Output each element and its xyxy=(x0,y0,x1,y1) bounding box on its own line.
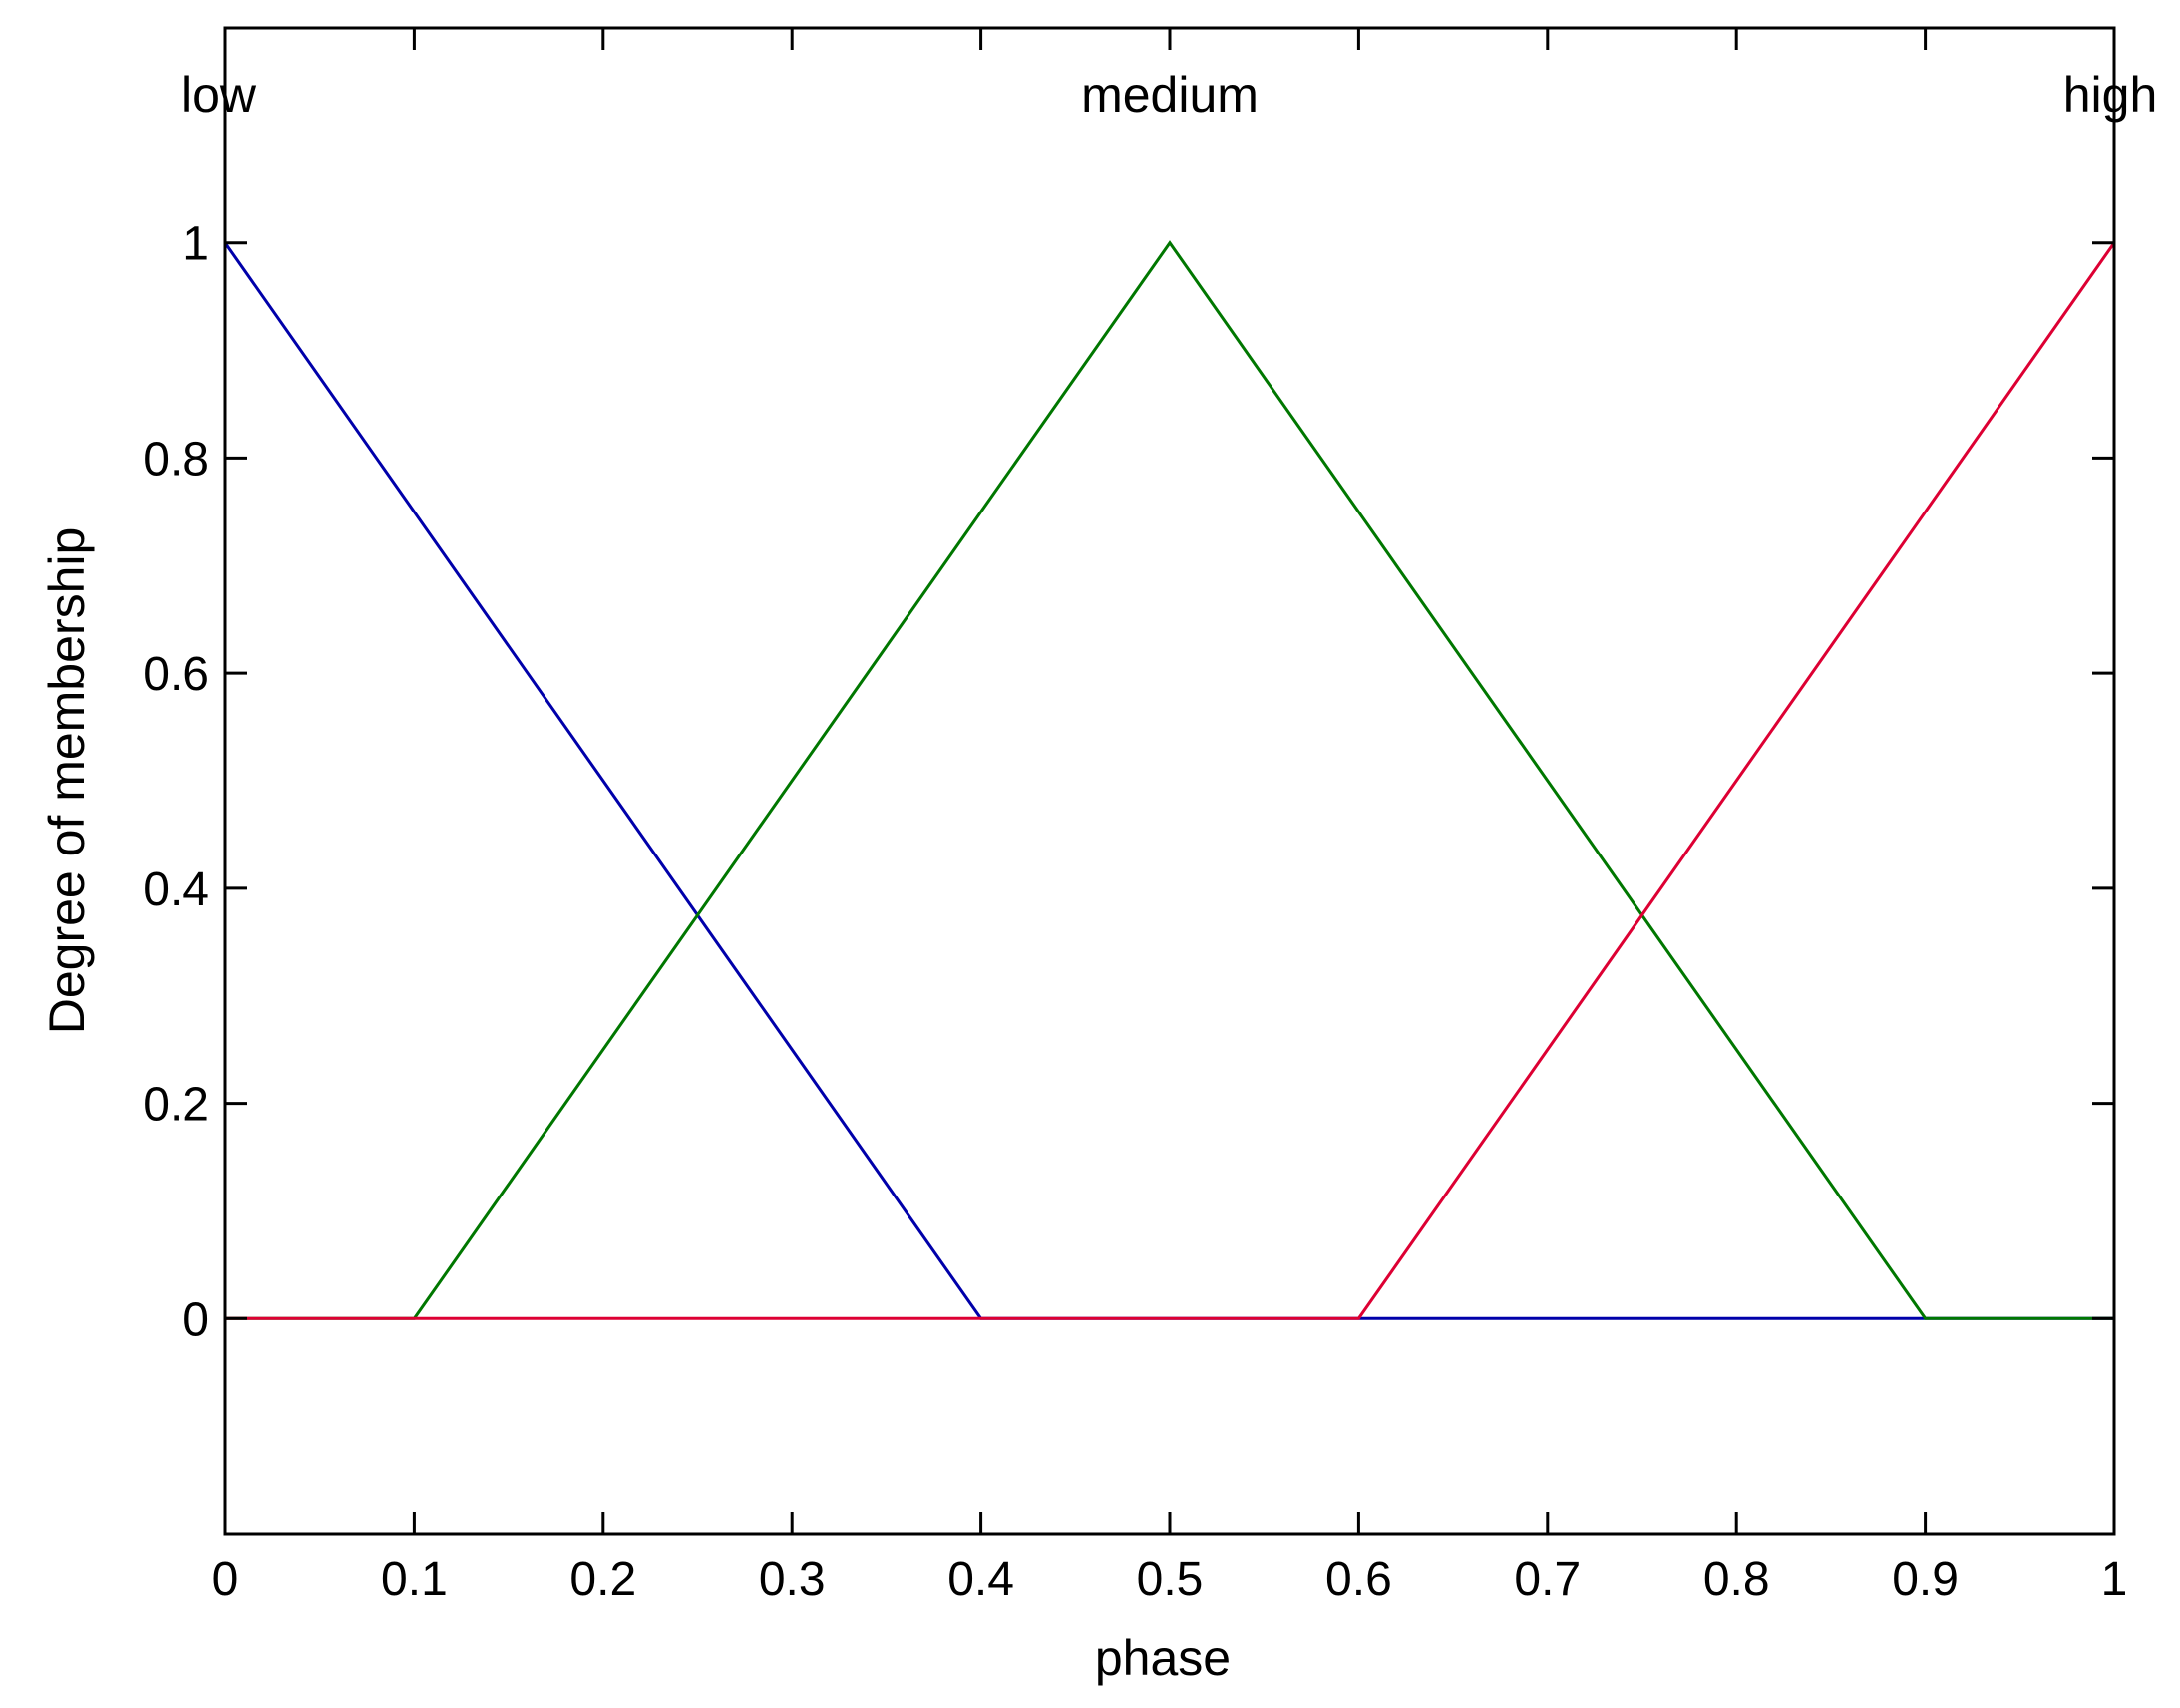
label-layer: 0 0.1 0.2 0.3 0.4 0.5 0.6 0.7 0.8 0.9 1 0 0.2 0.4 0.6 0… xyxy=(143,67,2157,1606)
x-tick-label: 0.6 xyxy=(1325,1553,1392,1606)
y-tick-label: 0.8 xyxy=(143,433,209,486)
y-tick-label: 0.4 xyxy=(143,863,209,916)
x-tick-label: 0.9 xyxy=(1892,1553,1959,1606)
x-tick-label: 0.8 xyxy=(1703,1553,1770,1606)
x-tick-label: 0.4 xyxy=(947,1553,1014,1606)
x-axis-label: phase xyxy=(1095,1630,1231,1686)
x-tick-label: 0.2 xyxy=(569,1553,636,1606)
mf-label-high: high xyxy=(2063,67,2158,123)
plot-background xyxy=(225,28,2114,1534)
x-tick-label: 1 xyxy=(2101,1553,2128,1606)
y-tick-label: 0.2 xyxy=(143,1079,209,1132)
series-layer xyxy=(223,240,2116,1320)
y-tick-label: 0.6 xyxy=(143,648,209,701)
x-tick-label: 0.3 xyxy=(759,1553,826,1606)
x-tick-label: 0.1 xyxy=(381,1553,448,1606)
mf-label-low: low xyxy=(182,67,257,123)
y-tick-label: 0 xyxy=(182,1293,209,1346)
series-line-high xyxy=(225,241,2116,1320)
mf-label-medium: medium xyxy=(1081,67,1259,123)
x-tick-label: 0 xyxy=(212,1553,239,1606)
y-axis-label: Degree of membership xyxy=(39,527,95,1035)
y-tick-label: 1 xyxy=(182,218,209,271)
tick-layer xyxy=(223,28,2116,1534)
x-tick-label: 0.7 xyxy=(1514,1553,1581,1606)
x-tick-label: 0.5 xyxy=(1137,1553,1204,1606)
